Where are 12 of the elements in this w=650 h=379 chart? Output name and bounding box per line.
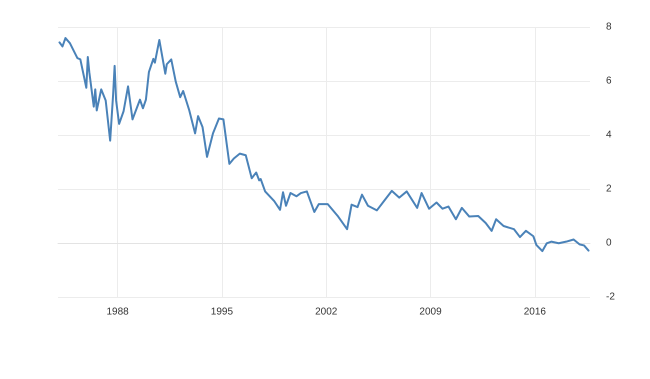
y-tick-label: 4 bbox=[606, 130, 612, 140]
y-tick-label: 0 bbox=[606, 238, 612, 248]
y-tick-label: -2 bbox=[606, 292, 616, 302]
x-tick-label: 2002 bbox=[315, 306, 338, 318]
x-tick-label: 2016 bbox=[524, 306, 546, 318]
x-tick-label: 1988 bbox=[106, 306, 130, 318]
x-tick-label: 1995 bbox=[210, 306, 234, 318]
y-tick-label: 2 bbox=[606, 184, 612, 194]
line-series bbox=[58, 37, 590, 252]
y-tick-label: 6 bbox=[606, 76, 612, 86]
x-tick-label: 2009 bbox=[419, 306, 442, 318]
y-tick-label: 8 bbox=[606, 22, 612, 32]
